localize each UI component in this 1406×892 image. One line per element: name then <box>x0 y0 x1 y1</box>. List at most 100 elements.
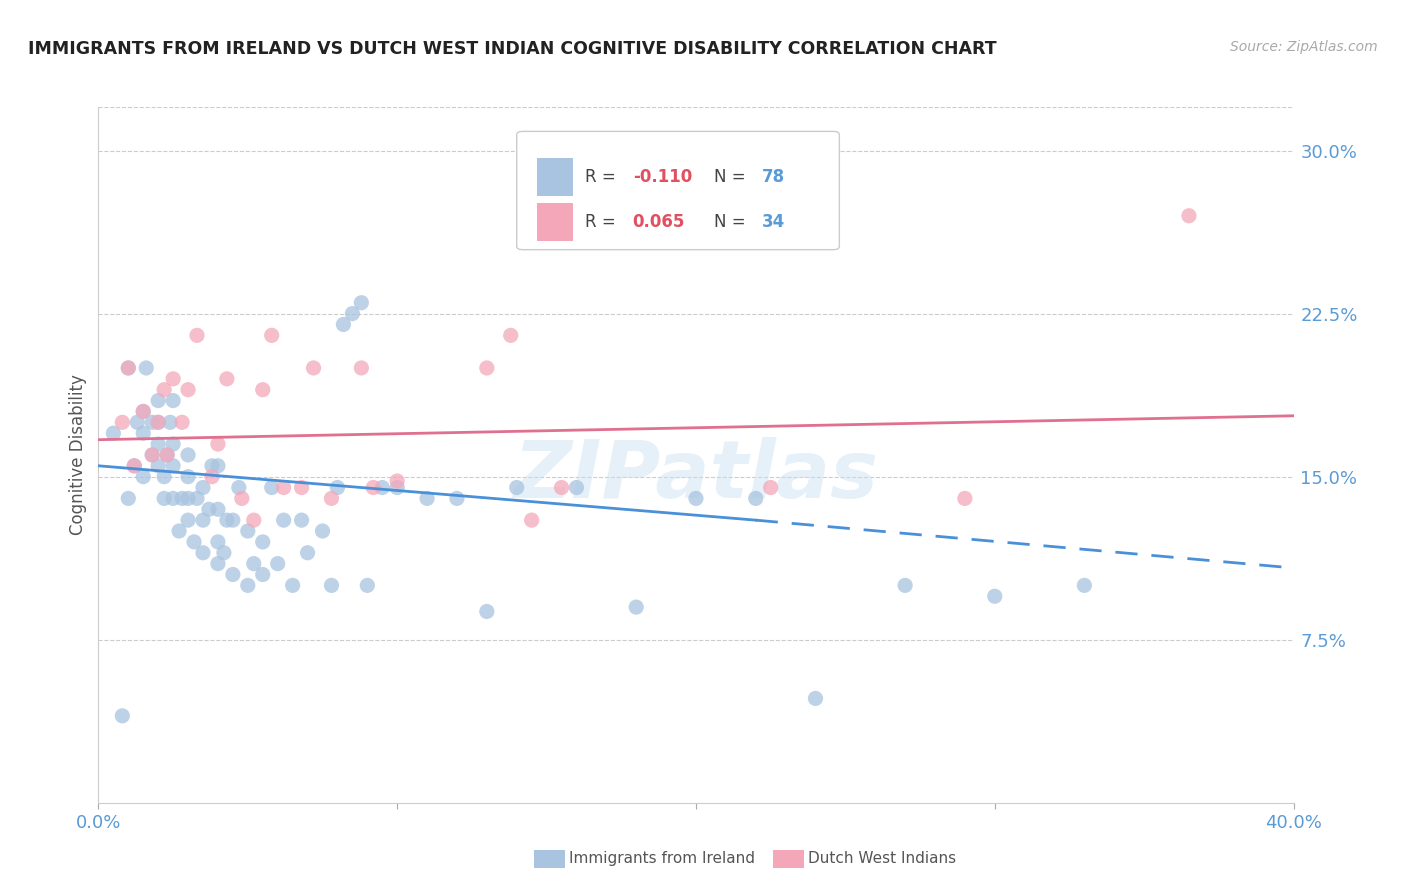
Point <box>148 415 170 429</box>
Point <box>156 448 179 462</box>
Point <box>191 481 214 495</box>
Point <box>363 481 385 495</box>
Text: Immigrants from Ireland: Immigrants from Ireland <box>569 851 755 865</box>
Text: -0.110: -0.110 <box>633 169 692 186</box>
Point <box>215 513 238 527</box>
Point <box>953 491 976 506</box>
Point <box>745 491 768 506</box>
Point <box>148 458 170 473</box>
Point <box>141 415 163 429</box>
Text: ZIPatlas: ZIPatlas <box>513 437 879 515</box>
Point <box>141 448 163 462</box>
Point <box>1073 578 1095 592</box>
Point <box>141 448 163 462</box>
Point <box>103 426 125 441</box>
Point <box>565 481 588 495</box>
Point <box>186 491 208 506</box>
Point <box>201 469 224 483</box>
Point <box>626 600 648 615</box>
Point <box>350 295 373 310</box>
Point <box>326 481 349 495</box>
Point <box>172 491 194 506</box>
Point <box>499 328 522 343</box>
Text: IMMIGRANTS FROM IRELAND VS DUTCH WEST INDIAN COGNITIVE DISABILITY CORRELATION CH: IMMIGRANTS FROM IRELAND VS DUTCH WEST IN… <box>28 40 997 58</box>
Point <box>186 328 208 343</box>
Point <box>243 557 266 571</box>
Point <box>371 481 394 495</box>
Point <box>311 524 333 538</box>
Point <box>589 209 612 223</box>
Point <box>685 491 707 506</box>
Point <box>385 474 409 488</box>
Text: 0.065: 0.065 <box>633 212 685 231</box>
Point <box>191 513 214 527</box>
Point <box>321 578 343 592</box>
Point <box>984 589 1007 603</box>
Point <box>198 502 221 516</box>
Point <box>127 415 149 429</box>
Point <box>212 546 235 560</box>
Point <box>124 458 146 473</box>
Point <box>350 360 373 375</box>
Point <box>207 437 229 451</box>
Point <box>153 383 176 397</box>
Point <box>804 691 827 706</box>
Point <box>416 491 439 506</box>
Point <box>1178 209 1201 223</box>
Point <box>260 328 283 343</box>
Bar <box>537 158 572 196</box>
Point <box>132 404 155 418</box>
Point <box>231 491 253 506</box>
Text: 34: 34 <box>762 212 785 231</box>
Point <box>894 578 917 592</box>
Point <box>162 458 184 473</box>
Point <box>252 567 274 582</box>
Point <box>228 481 250 495</box>
Point <box>177 513 200 527</box>
Point <box>148 415 170 429</box>
Point <box>267 557 290 571</box>
Point <box>191 546 214 560</box>
Point <box>281 578 304 592</box>
Point <box>506 481 529 495</box>
Point <box>236 524 259 538</box>
Point <box>291 513 314 527</box>
Point <box>111 708 134 723</box>
Point <box>153 469 176 483</box>
Point <box>162 437 184 451</box>
Point <box>446 491 468 506</box>
Text: Source: ZipAtlas.com: Source: ZipAtlas.com <box>1230 40 1378 54</box>
Point <box>207 458 229 473</box>
Point <box>207 534 229 549</box>
Point <box>162 393 184 408</box>
Point <box>332 318 354 332</box>
Point <box>111 415 134 429</box>
Text: 78: 78 <box>762 169 785 186</box>
Point <box>520 513 543 527</box>
Point <box>475 360 498 375</box>
Point <box>132 404 155 418</box>
FancyBboxPatch shape <box>517 131 839 250</box>
Bar <box>537 202 572 241</box>
Point <box>162 491 184 506</box>
Point <box>132 426 155 441</box>
Point <box>177 448 200 462</box>
Point <box>236 578 259 592</box>
Point <box>356 578 378 592</box>
Point <box>172 415 194 429</box>
Point <box>475 605 498 619</box>
Y-axis label: Cognitive Disability: Cognitive Disability <box>69 375 87 535</box>
Point <box>550 481 572 495</box>
Text: N =: N = <box>714 169 751 186</box>
Point <box>117 360 139 375</box>
Point <box>291 481 314 495</box>
Point <box>183 534 205 549</box>
Point <box>222 513 245 527</box>
Point <box>273 481 295 495</box>
Point <box>222 567 245 582</box>
Point <box>117 360 139 375</box>
Point <box>252 383 274 397</box>
Point <box>215 372 238 386</box>
Text: N =: N = <box>714 212 751 231</box>
Point <box>148 437 170 451</box>
